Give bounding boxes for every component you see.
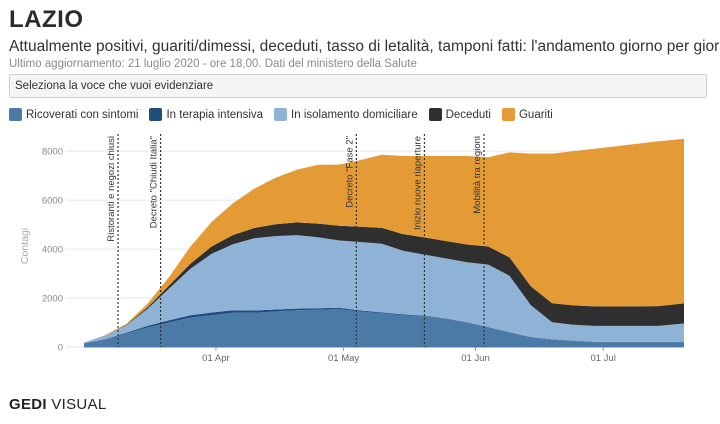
y-axis-label: Contagi bbox=[19, 228, 31, 264]
annotation-label: Mobilità tra regioni bbox=[472, 136, 483, 214]
page-title: LAZIO bbox=[9, 6, 84, 33]
area-series-4 bbox=[84, 138, 684, 343]
annotation-label: Inizio nuove riaperture bbox=[412, 136, 423, 230]
area-series-2 bbox=[84, 235, 684, 344]
legend-swatch bbox=[149, 108, 163, 121]
legend-label: In isolamento domiciliare bbox=[291, 108, 418, 121]
brand-suffix: VISUAL bbox=[46, 396, 107, 413]
legend-item-terapia-intensiva[interactable]: In terapia intensiva bbox=[149, 108, 263, 121]
legend-swatch bbox=[9, 108, 22, 121]
x-tick-label: 01 Jun bbox=[461, 353, 490, 364]
stacked-area-chart: 0 2000 4000 6000 8000 Contagi 01 Apr 01 May 01 J… bbox=[19, 134, 684, 364]
legend-item-deceduti[interactable]: Deceduti bbox=[428, 108, 491, 121]
legend-label: Ricoverati con sintomi bbox=[26, 108, 139, 121]
x-tick-label: 01 May bbox=[328, 353, 359, 364]
y-tick-label: 0 bbox=[58, 343, 63, 354]
y-tick-label: 6000 bbox=[42, 196, 63, 207]
brand-name: GEDI bbox=[9, 396, 47, 413]
legend-item-ricoverati[interactable]: Ricoverati con sintomi bbox=[9, 108, 138, 121]
annotation-label: Decreto "Chiudi Italia" bbox=[149, 136, 160, 228]
legend-item-isolamento[interactable]: In isolamento domiciliare bbox=[274, 108, 418, 121]
last-updated: Ultimo aggiornamento: 21 luglio 2020 - o… bbox=[9, 58, 417, 70]
y-tick-label: 8000 bbox=[42, 147, 63, 158]
x-tick-label: 01 Apr bbox=[202, 353, 229, 364]
legend-item-guariti[interactable]: Guariti bbox=[501, 108, 553, 121]
legend-swatch bbox=[428, 108, 442, 121]
legend-swatch bbox=[274, 108, 288, 121]
annotation-label: Decreto "Fase 2" bbox=[344, 136, 355, 208]
x-tick-label: 01 Jul bbox=[590, 353, 615, 364]
highlight-selector[interactable]: Seleziona la voce che vuoi evidenziare bbox=[9, 74, 707, 98]
footer-logo: GEDI VISUAL bbox=[9, 396, 107, 413]
y-tick-label: 4000 bbox=[42, 245, 63, 256]
y-tick-label: 2000 bbox=[42, 294, 63, 305]
legend-label: In terapia intensiva bbox=[166, 108, 264, 121]
legend-swatch bbox=[501, 108, 515, 121]
area-series-0 bbox=[84, 309, 684, 347]
legend-label: Guariti bbox=[518, 108, 553, 121]
annotation-label: Ristoranti e negozi chiusi bbox=[106, 136, 117, 242]
legend-label: Deceduti bbox=[445, 108, 491, 121]
chart-legend: Ricoverati con sintomi In terapia intens… bbox=[9, 108, 564, 121]
page-subtitle: Attualmente positivi, guariti/dimessi, d… bbox=[9, 38, 720, 55]
